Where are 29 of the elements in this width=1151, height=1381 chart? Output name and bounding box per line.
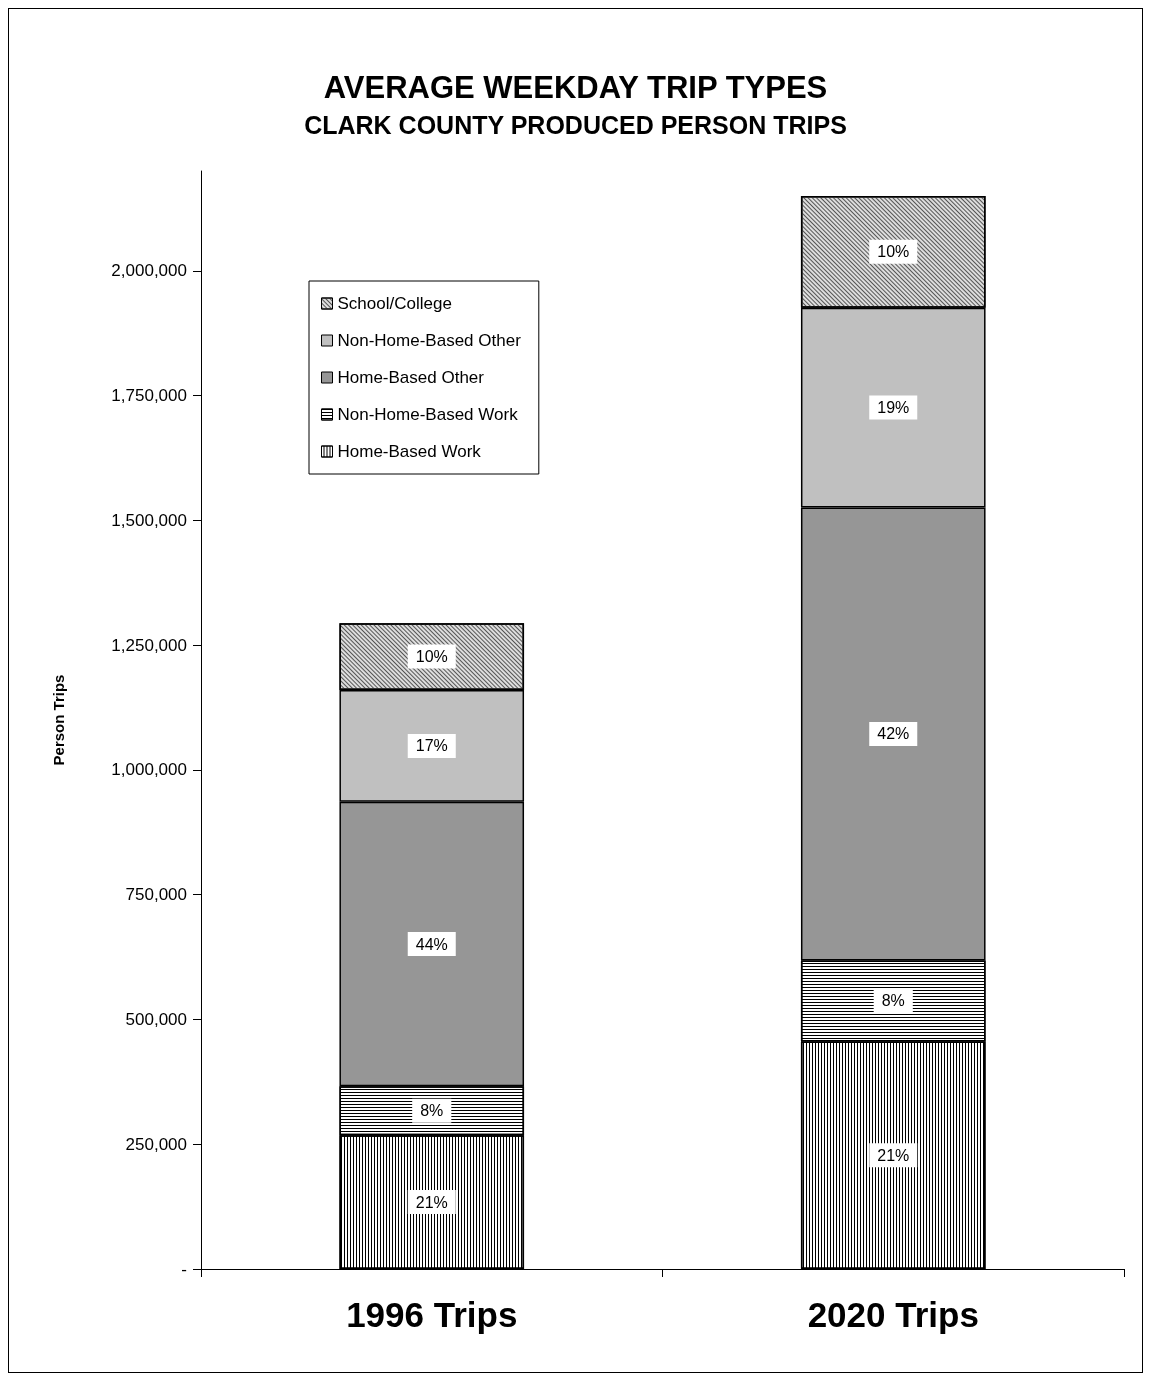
- y-tick-label: 2,000,000: [111, 261, 187, 281]
- annotation: 21%: [877, 1146, 910, 1164]
- y-tick-label: 1,000,000: [111, 760, 187, 780]
- annotation: 19%: [877, 399, 910, 417]
- y-tick-label: 250,000: [125, 1134, 187, 1154]
- y-tick-label: -: [181, 1259, 187, 1279]
- legend-label: School/College: [337, 294, 452, 313]
- annotation: 21%: [415, 1193, 448, 1211]
- y-tick-label: 1,750,000: [111, 386, 187, 406]
- annotation: 17%: [415, 737, 448, 755]
- x-tick-label: 2020 Trips: [807, 1295, 979, 1334]
- legend-label: Non-Home-Based Other: [337, 331, 522, 350]
- annotation: 42%: [877, 725, 910, 743]
- legend-label: Home-Based Other: [337, 368, 485, 387]
- annotation: 44%: [415, 935, 448, 953]
- y-tick-label: 500,000: [125, 1009, 187, 1029]
- y-tick-label: 750,000: [125, 885, 187, 905]
- y-axis-title: Person Trips: [50, 674, 67, 766]
- annotation: 8%: [420, 1102, 444, 1120]
- annotation: 10%: [415, 648, 448, 666]
- y-tick-label: 1,500,000: [111, 510, 187, 530]
- legend-label: Home-Based Work: [337, 442, 482, 461]
- annotation: 8%: [881, 992, 905, 1010]
- chart-title: AVERAGE WEEKDAY TRIP TYPES: [323, 70, 828, 105]
- annotation: 10%: [877, 243, 910, 261]
- legend-label: Non-Home-Based Work: [337, 405, 519, 424]
- chart-subtitle: CLARK COUNTY PRODUCED PERSON TRIPS: [304, 110, 847, 139]
- y-tick-label: 1,250,000: [111, 635, 187, 655]
- x-tick-label: 1996 Trips: [346, 1295, 518, 1334]
